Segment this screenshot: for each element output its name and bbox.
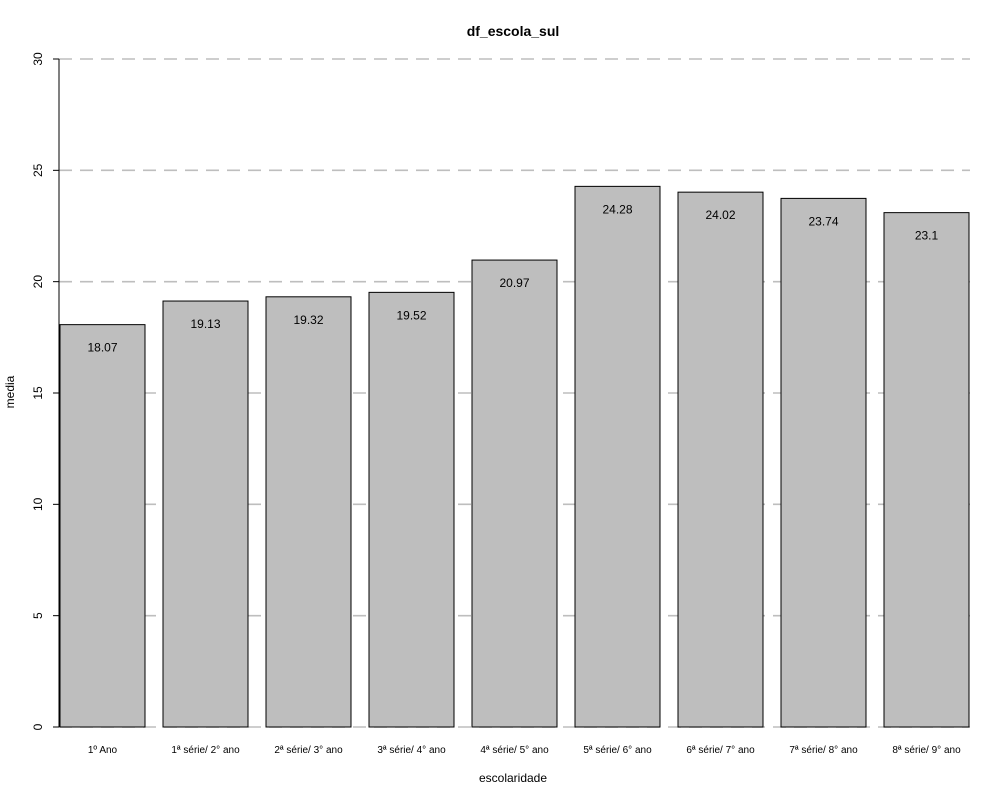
x-tick-label: 1ª série/ 2° ano <box>171 745 240 756</box>
y-tick-label: 0 <box>31 723 45 730</box>
x-axis-tick-labels: 1º Ano 1ª série/ 2° ano 2ª série/ 3° ano 3ª… <box>88 745 961 756</box>
data-label: 23.1 <box>915 229 939 243</box>
y-tick-label: 15 <box>31 386 45 400</box>
x-tick-label: 3ª série/ 4° ano <box>377 745 446 756</box>
x-tick-label: 6ª série/ 7° ano <box>686 745 755 756</box>
bar <box>574 185 661 728</box>
y-tick-label: 20 <box>31 275 45 289</box>
bar <box>162 300 249 728</box>
y-axis-ticks: 0 5 10 15 20 25 30 <box>31 52 59 730</box>
data-label: 19.13 <box>190 317 220 331</box>
bar <box>677 191 764 728</box>
bar <box>368 291 455 728</box>
data-label: 24.02 <box>705 208 735 222</box>
bars <box>59 185 970 728</box>
x-tick-label: 8ª série/ 9° ano <box>892 745 961 756</box>
y-tick-label: 30 <box>31 52 45 66</box>
data-label: 20.97 <box>499 276 529 290</box>
bar <box>265 296 352 728</box>
x-tick-label: 5ª série/ 6° ano <box>583 745 652 756</box>
bar <box>59 324 146 728</box>
x-tick-label: 7ª série/ 8° ano <box>789 745 858 756</box>
data-label: 19.52 <box>396 308 426 322</box>
x-tick-label: 2ª série/ 3° ano <box>274 745 343 756</box>
bar <box>780 197 867 728</box>
y-tick-label: 25 <box>31 163 45 177</box>
chart-title: df_escola_sul <box>467 23 560 39</box>
data-labels: 18.07 19.13 19.32 19.52 20.97 24.28 24.02 23.74… <box>87 202 938 354</box>
y-tick-label: 5 <box>31 612 45 619</box>
bar <box>883 212 970 728</box>
data-label: 24.28 <box>602 202 632 216</box>
x-tick-label: 1º Ano <box>88 745 118 756</box>
x-axis-title: escolaridade <box>479 771 547 785</box>
bar <box>471 259 558 728</box>
data-label: 19.32 <box>293 313 323 327</box>
data-label: 23.74 <box>808 214 838 228</box>
y-tick-label: 10 <box>31 497 45 511</box>
data-label: 18.07 <box>87 341 117 355</box>
y-axis-title: media <box>3 375 17 408</box>
x-tick-label: 4ª série/ 5° ano <box>480 745 549 756</box>
